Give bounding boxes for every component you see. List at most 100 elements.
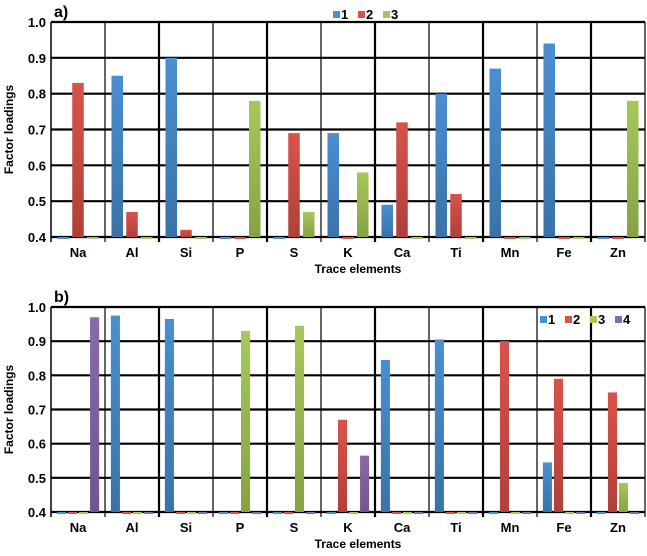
bar-Ca-s2 — [396, 122, 408, 237]
x-tick-label: Ca — [394, 520, 411, 535]
bar-Ca-s1 — [380, 359, 390, 512]
x-tick-label: P — [236, 245, 245, 260]
x-tick-label: Na — [70, 520, 87, 535]
bar-baseline-S-s1 — [273, 237, 285, 239]
bar-Mn-s1 — [489, 68, 501, 237]
bar-baseline-Fe-s3 — [564, 512, 575, 514]
legend-label: 1 — [341, 7, 348, 22]
x-tick-label: Al — [126, 245, 139, 260]
bar-Fe-s1 — [542, 462, 552, 512]
bar-K-s3 — [357, 172, 369, 237]
bar-baseline-P-s1 — [219, 237, 231, 239]
y-tick-label: 0.8 — [28, 368, 46, 383]
x-tick-label: P — [236, 520, 245, 535]
bar-baseline-Fe-s3 — [573, 237, 585, 239]
bar-baseline-Ti-s3 — [465, 237, 477, 239]
bar-Na-s4 — [90, 317, 100, 512]
y-tick-label: 0.9 — [28, 51, 46, 66]
bar-baseline-Ti-s3 — [456, 512, 467, 514]
bar-baseline-Na-s2 — [67, 512, 78, 514]
bar-baseline-Ti-s4 — [468, 512, 478, 514]
bar-baseline-Na-s3 — [78, 512, 89, 514]
legend-label: 2 — [366, 7, 373, 22]
bar-baseline-K-s1 — [326, 512, 336, 514]
y-tick-label: 0.4 — [28, 230, 47, 245]
x-tick-label: Ca — [394, 245, 411, 260]
bar-baseline-Fe-s4 — [576, 512, 586, 514]
y-tick-label: 0.8 — [28, 87, 46, 102]
bar-Al-s1 — [111, 75, 123, 237]
bar-Si-s1 — [164, 318, 174, 512]
x-tick-label: K — [343, 520, 353, 535]
bar-Ti-s2 — [450, 194, 462, 237]
legend-swatch-3 — [383, 11, 390, 18]
bar-baseline-Mn-s2 — [504, 237, 516, 239]
bar-baseline-Ti-s2 — [445, 512, 456, 514]
x-tick-label: S — [290, 520, 299, 535]
bar-baseline-Mn-s1 — [488, 512, 498, 514]
bar-baseline-P-s4 — [252, 512, 262, 514]
panel-label: a) — [54, 4, 68, 21]
bar-Al-s1 — [110, 315, 120, 512]
bar-baseline-Zn-s1 — [597, 237, 609, 239]
bar-baseline-Zn-s4 — [630, 512, 640, 514]
x-tick-label: Al — [126, 520, 139, 535]
x-tick-label: Fe — [556, 520, 571, 535]
x-tick-label: K — [343, 245, 353, 260]
bar-S-s3 — [303, 211, 315, 237]
legend-label: 2 — [573, 312, 580, 327]
legend-swatch-3 — [590, 316, 597, 323]
bar-baseline-Mn-s3 — [519, 237, 531, 239]
bar-baseline-Fe-s2 — [558, 237, 570, 239]
y-tick-label: 0.7 — [28, 123, 46, 138]
legend-label: 4 — [623, 312, 631, 327]
bar-baseline-S-s1 — [272, 512, 282, 514]
bar-baseline-Mn-s3 — [510, 512, 521, 514]
bar-Si-s1 — [165, 57, 177, 238]
x-tick-label: Mn — [501, 520, 520, 535]
x-tick-label: Na — [70, 245, 87, 260]
y-tick-label: 0.9 — [28, 334, 46, 349]
bar-baseline-Zn-s1 — [596, 512, 606, 514]
bar-Fe-s1 — [543, 43, 555, 237]
y-tick-label: 1.0 — [28, 15, 46, 30]
y-tick-label: 0.6 — [28, 158, 46, 173]
bar-baseline-Na-s3 — [87, 237, 99, 239]
bar-baseline-Ca-s3 — [411, 237, 423, 239]
y-tick-label: 0.6 — [28, 437, 46, 452]
y-tick-label: 0.7 — [28, 403, 46, 418]
bar-Ti-s1 — [435, 93, 447, 238]
legend-swatch-4 — [615, 316, 622, 323]
y-axis-label: Factor loadings — [2, 365, 16, 455]
bar-baseline-P-s2 — [229, 512, 240, 514]
bar-baseline-S-s4 — [306, 512, 316, 514]
x-tick-label: S — [290, 245, 299, 260]
bar-baseline-Zn-s2 — [612, 237, 624, 239]
bar-baseline-Al-s2 — [121, 512, 132, 514]
bar-baseline-Si-s3 — [195, 237, 207, 239]
bar-S-s2 — [288, 133, 300, 237]
bar-P-s3 — [240, 330, 251, 512]
legend-swatch-2 — [358, 11, 365, 18]
bar-baseline-Na-s1 — [57, 237, 69, 239]
chart-b: 0.4 0.5 0.6 0.7 0.8 0.9 1.0 Na Al Si P S K Ca Ti Mn Fe Zn… — [2, 289, 646, 551]
bar-baseline-Al-s4 — [144, 512, 154, 514]
panel-label: b) — [54, 289, 69, 306]
legend-label: 1 — [548, 312, 555, 327]
y-tick-label: 0.5 — [28, 471, 46, 486]
bar-S-s3 — [294, 325, 305, 512]
legend: 1 2 3 — [333, 7, 398, 22]
bar-Si-s2 — [180, 229, 192, 237]
x-tick-label: Zn — [610, 520, 626, 535]
x-tick-label: Si — [180, 520, 192, 535]
bar-baseline-Mn-s4 — [522, 512, 532, 514]
x-axis-label: Trace elements — [315, 262, 402, 276]
bar-Zn-s3 — [618, 482, 629, 512]
bar-baseline-Si-s4 — [198, 512, 208, 514]
y-axis-label: Factor loadings — [2, 85, 16, 175]
bar-Ca-s1 — [381, 204, 393, 237]
bar-baseline-Si-s3 — [186, 512, 197, 514]
bar-baseline-Na-s1 — [56, 512, 66, 514]
bar-baseline-S-s2 — [283, 512, 294, 514]
x-axis-label: Trace elements — [315, 537, 402, 551]
